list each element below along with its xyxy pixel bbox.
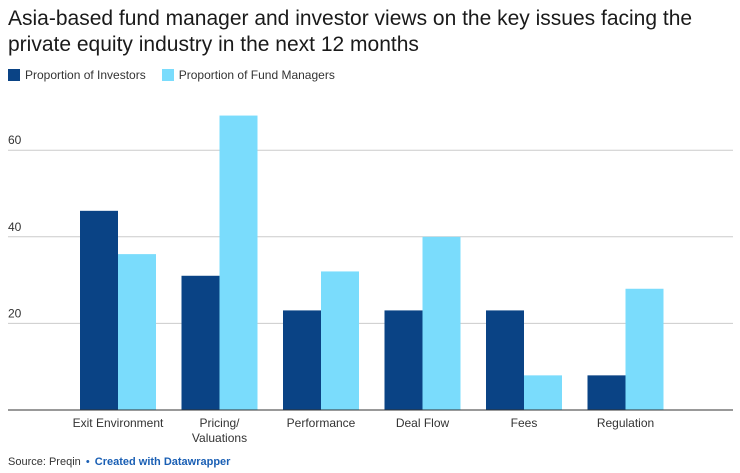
legend-swatch-fund-managers: [161, 69, 174, 81]
legend-item-fund-managers: Proportion of Fund Managers: [161, 68, 335, 82]
legend: Proportion of Investors Proportion of Fu…: [8, 68, 351, 82]
y-tick-label-60: 60: [8, 133, 22, 147]
x-tick-label-line: Performance: [287, 416, 356, 430]
y-tick-label-20: 20: [8, 306, 22, 320]
x-tick-label-2: Performance: [287, 416, 356, 430]
source-text: Source: Preqin: [8, 456, 81, 468]
x-tick-label-4: Fees: [511, 416, 538, 430]
legend-item-investors: Proportion of Investors: [8, 68, 146, 82]
bar-fund-managers-2: [321, 271, 359, 410]
datawrapper-credit-link[interactable]: Created with Datawrapper: [94, 456, 231, 468]
bar-investors-4: [486, 310, 524, 410]
bar-investors-1: [181, 275, 220, 410]
chart-title: Asia-based fund manager and investor vie…: [8, 7, 693, 56]
legend-label-fund-managers: Proportion of Fund Managers: [178, 68, 335, 82]
legend-label-investors: Proportion of Investors: [25, 68, 146, 82]
bar-fund-managers-3: [422, 236, 461, 410]
bar-investors-0: [80, 210, 118, 410]
x-tick-label-5: Regulation: [597, 416, 654, 430]
legend-swatch-investors: [8, 69, 20, 81]
x-tick-label-line: Exit Environment: [73, 416, 164, 430]
footer-separator: •: [85, 456, 90, 468]
x-tick-label-1: Pricing/Valuations: [192, 416, 247, 445]
x-tick-label-line: Regulation: [597, 416, 654, 430]
bar-fund-managers-5: [625, 288, 664, 410]
bar-fund-managers-1: [219, 115, 258, 410]
x-tick-label-3: Deal Flow: [396, 416, 450, 430]
x-tick-label-line: Pricing/: [199, 416, 240, 430]
chart-footer: Source: Preqin • Created with Datawrappe…: [8, 456, 230, 468]
y-tick-label-40: 40: [8, 220, 22, 234]
bar-investors-5: [587, 375, 626, 410]
bar-investors-2: [283, 310, 321, 410]
bar-investors-3: [384, 310, 423, 410]
x-tick-label-line: Deal Flow: [396, 416, 450, 430]
bar-fund-managers-0: [118, 254, 156, 410]
x-tick-label-0: Exit Environment: [73, 416, 164, 430]
x-tick-label-line: Valuations: [192, 431, 247, 445]
bar-fund-managers-4: [524, 375, 562, 410]
x-tick-label-line: Fees: [511, 416, 538, 430]
